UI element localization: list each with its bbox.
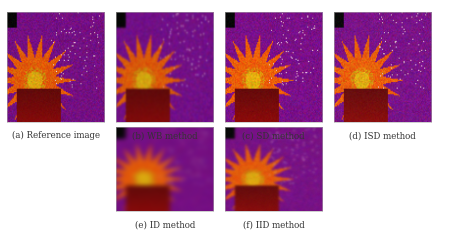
- Text: (b) WB method: (b) WB method: [132, 131, 198, 140]
- Text: (c) SD method: (c) SD method: [242, 131, 305, 140]
- Text: (d) ISD method: (d) ISD method: [349, 131, 416, 140]
- Text: (f) IID method: (f) IID method: [243, 221, 305, 230]
- Text: (a) Reference image: (a) Reference image: [12, 131, 100, 140]
- Text: (e) ID method: (e) ID method: [135, 221, 195, 230]
